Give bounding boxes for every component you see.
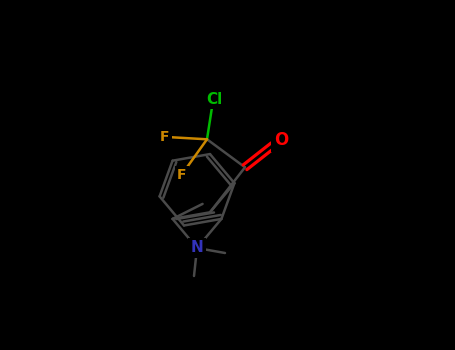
- Text: Cl: Cl: [206, 92, 222, 107]
- Text: F: F: [160, 130, 170, 144]
- Text: O: O: [274, 131, 288, 149]
- Text: F: F: [177, 168, 187, 182]
- Text: N: N: [191, 240, 203, 256]
